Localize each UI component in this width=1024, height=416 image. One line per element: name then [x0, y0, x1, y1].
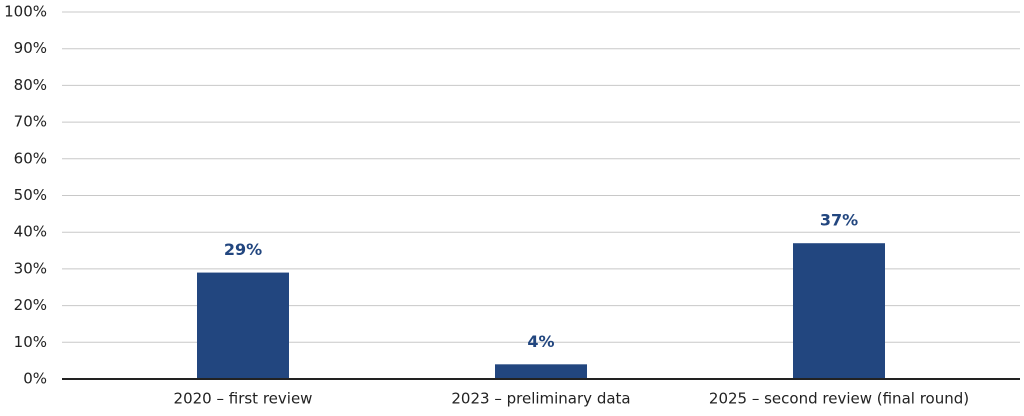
value-label: 29%	[224, 240, 262, 259]
x-tick-label: 2023 – preliminary data	[451, 390, 630, 408]
y-tick-label: 80%	[14, 76, 47, 94]
y-tick-label: 50%	[14, 186, 47, 204]
x-tick-label: 2025 – second review (final round)	[709, 390, 969, 408]
y-tick-label: 0%	[23, 370, 47, 388]
value-label: 4%	[527, 332, 554, 351]
bar	[197, 272, 289, 379]
y-tick-label: 90%	[14, 39, 47, 57]
y-tick-label: 20%	[14, 296, 47, 314]
bar	[495, 364, 587, 379]
bar	[793, 243, 885, 379]
y-tick-label: 30%	[14, 259, 47, 277]
y-tick-label: 60%	[14, 149, 47, 167]
y-tick-label: 70%	[14, 113, 47, 131]
y-tick-label: 100%	[4, 3, 47, 21]
x-tick-label: 2020 – first review	[174, 390, 313, 408]
value-label: 37%	[820, 211, 858, 230]
y-tick-label: 10%	[14, 333, 47, 351]
y-tick-label: 40%	[14, 223, 47, 241]
